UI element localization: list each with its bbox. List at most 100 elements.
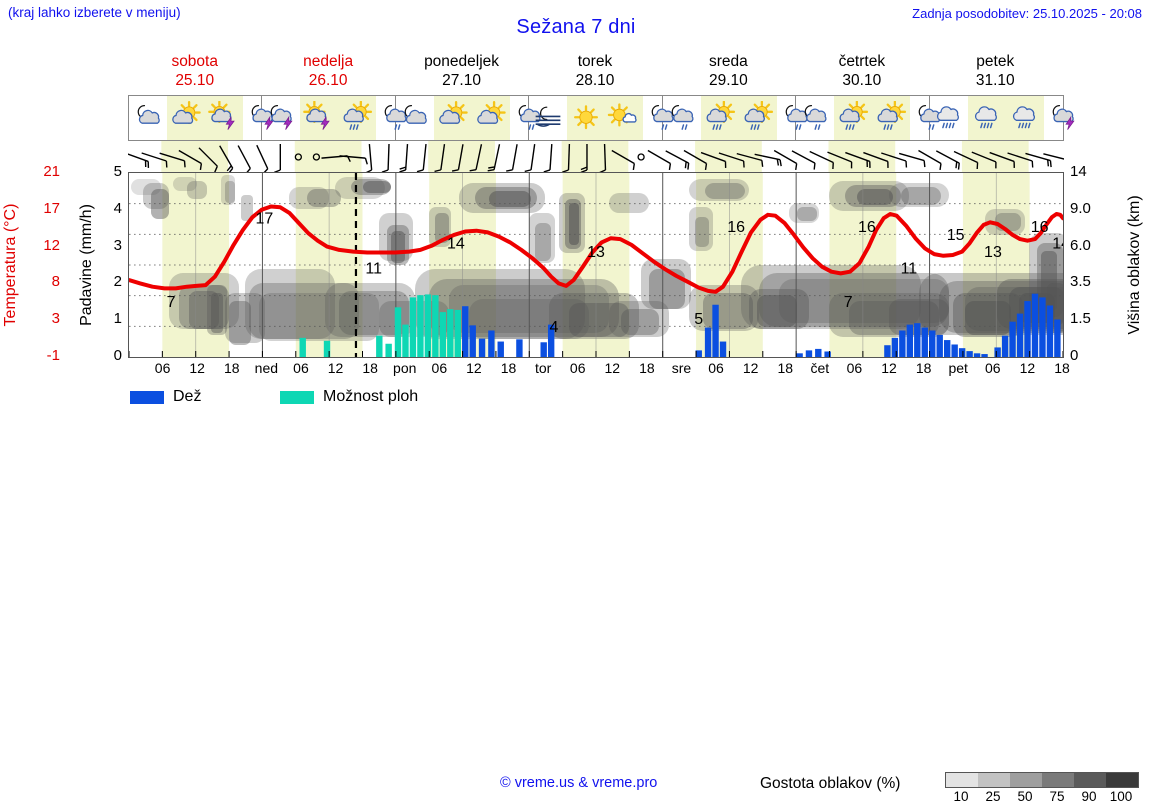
weather-icon-strip — [128, 95, 1064, 141]
sun-cloud-rain-icon — [834, 96, 872, 140]
svg-text:5: 5 — [694, 311, 703, 328]
svg-text:4: 4 — [550, 319, 559, 336]
svg-text:16: 16 — [727, 219, 745, 236]
x-tick-12: 06 — [570, 360, 586, 376]
svg-text:7: 7 — [844, 294, 853, 311]
cloud-density-step-0 — [946, 773, 978, 787]
day-date: 26.10 — [261, 71, 394, 90]
day-name: sobota — [128, 52, 261, 71]
sun-icon — [567, 96, 605, 140]
cloud-density-tick-2: 50 — [1017, 789, 1032, 804]
precipitation-tick-1: 4 — [82, 200, 122, 217]
cloud-height-tick-0: 14 — [1070, 163, 1110, 180]
cloud-height-axis-title: Višina oblakov (km) — [1122, 172, 1148, 358]
x-tick-7: pon — [393, 360, 416, 376]
legend-item-rain: Dež — [130, 388, 201, 406]
cloud-rain-icon — [1006, 96, 1044, 140]
day-name: petek — [929, 52, 1062, 71]
day-name: sreda — [662, 52, 795, 71]
legend-item-showers: Možnost ploh — [280, 388, 418, 406]
sun-small-cloud-icon — [605, 96, 643, 140]
x-tick-21: 12 — [881, 360, 897, 376]
fog-icon — [529, 96, 567, 140]
x-tick-25: 12 — [1020, 360, 1036, 376]
temperature-tick-3: 8 — [20, 273, 60, 290]
day-date: 31.10 — [929, 71, 1062, 90]
moon-cloud-storm-icon — [1044, 96, 1082, 140]
svg-text:17: 17 — [256, 210, 274, 227]
x-tick-11: tor — [535, 360, 551, 376]
x-tick-20: 06 — [847, 360, 863, 376]
precipitation-tick-0: 5 — [82, 163, 122, 180]
cloud-height-tick-5: 0 — [1070, 347, 1110, 364]
sun-cloud-icon — [434, 96, 472, 140]
legend-showers-label: Možnost ploh — [323, 388, 418, 406]
sun-cloud-storm-icon — [205, 96, 243, 140]
x-tick-4: 06 — [293, 360, 309, 376]
temperature-tick-1: 17 — [20, 200, 60, 217]
sun-cloud-rain-icon — [739, 96, 777, 140]
cloud-density-gradient — [945, 772, 1139, 788]
x-tick-16: 06 — [708, 360, 724, 376]
cloud-rain-icon — [968, 96, 1006, 140]
x-tick-22: 18 — [916, 360, 932, 376]
cloud-density-tick-3: 75 — [1049, 789, 1064, 804]
temperature-tick-5: -1 — [20, 347, 60, 364]
cloud-height-tick-3: 3.5 — [1070, 273, 1110, 290]
cloud-density-tick-5: 100 — [1110, 789, 1133, 804]
precipitation-tick-4: 1 — [82, 310, 122, 327]
cloud-density-step-5 — [1106, 773, 1138, 787]
moon-cloud-icon — [396, 96, 434, 140]
svg-text:16: 16 — [1031, 219, 1049, 236]
cloud-density-step-4 — [1074, 773, 1106, 787]
x-tick-17: 12 — [743, 360, 759, 376]
x-tick-18: 18 — [777, 360, 793, 376]
cloud-density-step-3 — [1042, 773, 1074, 787]
x-tick-3: ned — [255, 360, 278, 376]
sun-cloud-rain-icon — [872, 96, 910, 140]
temperature-tick-4: 3 — [20, 310, 60, 327]
cloud-height-tick-4: 1.5 — [1070, 310, 1110, 327]
x-tick-19: čet — [811, 360, 830, 376]
temperature-tick-0: 21 — [20, 163, 60, 180]
moon-cloud-rain-icon — [663, 96, 701, 140]
forecast-plot: 71711144135167161115131614 — [128, 172, 1064, 358]
x-tick-8: 06 — [432, 360, 448, 376]
svg-text:7: 7 — [167, 294, 176, 311]
rain-color-swatch — [130, 391, 164, 404]
wind-barb-strip — [128, 141, 1064, 172]
icon-day-2 — [396, 96, 529, 140]
x-tick-6: 18 — [362, 360, 378, 376]
x-tick-1: 12 — [189, 360, 205, 376]
day-date: 25.10 — [128, 71, 261, 90]
cloud-height-tick-1: 9.0 — [1070, 200, 1110, 217]
sun-cloud-icon — [472, 96, 510, 140]
copyright-link[interactable]: © vreme.us & vreme.pro — [500, 775, 657, 791]
x-tick-10: 18 — [501, 360, 517, 376]
showers-color-swatch — [280, 391, 314, 404]
day-date: 27.10 — [395, 71, 528, 90]
cloud-density-step-1 — [978, 773, 1010, 787]
svg-text:13: 13 — [984, 244, 1002, 261]
last-updated: Zadnja posodobitev: 25.10.2025 - 20:08 — [912, 6, 1142, 21]
icon-day-4 — [663, 96, 796, 140]
icon-day-5 — [796, 96, 929, 140]
x-tick-23: pet — [948, 360, 967, 376]
day-name: nedelja — [261, 52, 394, 71]
icon-day-3 — [529, 96, 662, 140]
cloud-density-tick-0: 10 — [953, 789, 968, 804]
day-date: 29.10 — [662, 71, 795, 90]
day-date: 30.10 — [795, 71, 928, 90]
